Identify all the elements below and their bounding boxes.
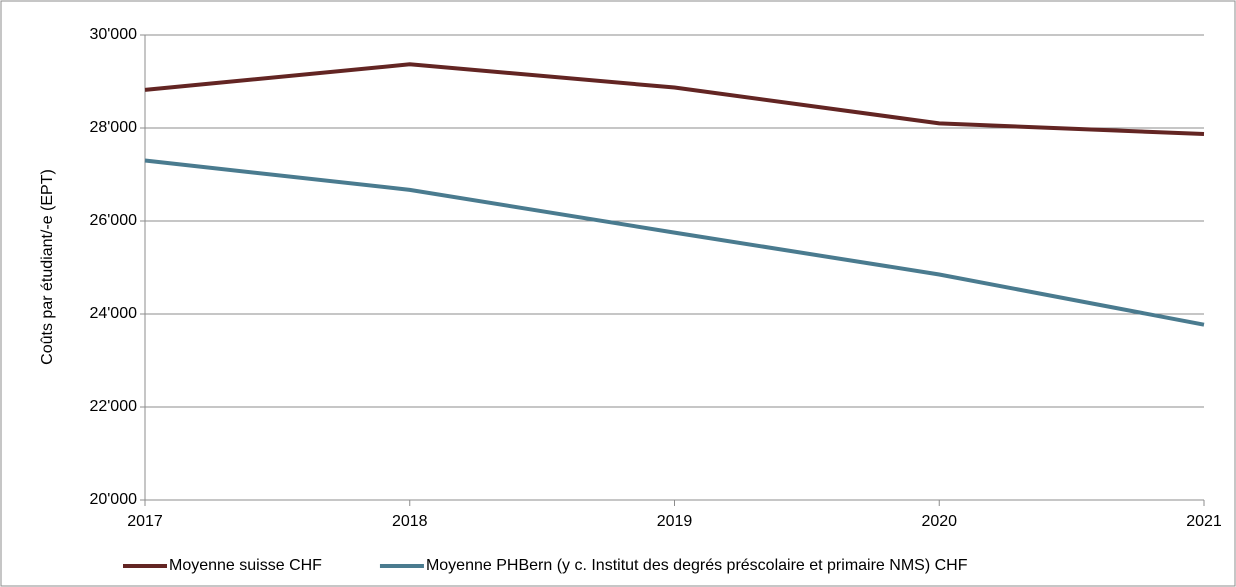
x-tick-label: 2018 xyxy=(392,513,428,530)
x-tick-label: 2021 xyxy=(1186,513,1222,530)
legend-label: Moyenne PHBern (y c. Institut des degrés… xyxy=(426,557,968,574)
x-tick-label: 2020 xyxy=(921,513,957,530)
y-tick-label: 20'000 xyxy=(89,491,137,508)
y-tick-label: 30'000 xyxy=(89,26,137,43)
x-tick-label: 2017 xyxy=(127,513,163,530)
y-axis-label: Coûts par étudiant/-e (EPT) xyxy=(39,169,56,365)
legend-label: Moyenne suisse CHF xyxy=(169,557,322,574)
y-tick-label: 28'000 xyxy=(89,119,137,136)
series-line xyxy=(144,158,1205,327)
x-tick-label: 2019 xyxy=(657,513,693,530)
y-tick-label: 22'000 xyxy=(89,398,137,415)
y-tick-label: 24'000 xyxy=(89,305,137,322)
y-tick-label: 26'000 xyxy=(89,212,137,229)
series-line xyxy=(144,62,1205,137)
